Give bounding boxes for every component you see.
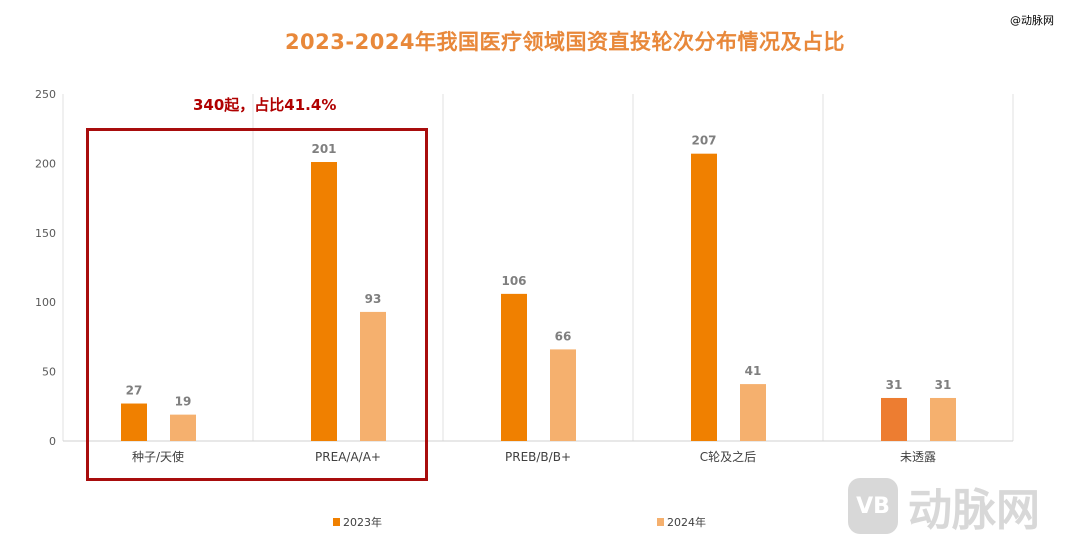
data-label: 106 (501, 274, 526, 288)
chart-title: 2023-2024年我国医疗领域国资直投轮次分布情况及占比 (284, 30, 846, 54)
legend-swatch (333, 518, 340, 526)
data-label: 31 (886, 378, 903, 392)
data-label: 41 (745, 364, 762, 378)
legend-swatch (657, 518, 664, 526)
highlight-box (86, 128, 428, 481)
y-tick-label: 200 (35, 157, 56, 170)
data-label: 66 (555, 329, 572, 343)
bar-2023 (121, 403, 147, 441)
y-tick-label: 0 (49, 435, 56, 448)
watermark-text: 动脉网 (908, 485, 1040, 536)
bar-2023 (881, 397, 907, 441)
x-tick-label: PREA/A/A+ (315, 450, 381, 464)
x-tick-label: C轮及之后 (700, 450, 756, 464)
x-tick-label: 种子/天使 (132, 449, 184, 464)
credit-label: @动脉网 (1010, 14, 1054, 27)
watermark: VB 动脉网 (848, 474, 1040, 538)
bar-2024 (550, 349, 576, 441)
bar-2024 (170, 414, 196, 441)
bar-2023 (311, 162, 337, 441)
bar-2024 (930, 397, 956, 441)
bar-2023 (691, 153, 717, 441)
x-tick-label: PREB/B/B+ (505, 450, 571, 464)
data-label: 27 (126, 384, 143, 398)
watermark-logo-icon: VB (848, 478, 898, 534)
data-label: 207 (691, 134, 716, 148)
y-tick-label: 50 (42, 366, 56, 379)
bar-2024 (740, 384, 766, 441)
legend-label: 2024年 (667, 515, 706, 529)
data-label: 93 (365, 292, 382, 306)
y-tick-label: 250 (35, 88, 56, 101)
data-label: 31 (935, 378, 952, 392)
y-tick-label: 150 (35, 227, 56, 240)
y-tick-label: 100 (35, 296, 56, 309)
x-tick-label: 未透露 (900, 450, 936, 464)
data-label: 19 (175, 395, 192, 409)
bar-2024 (360, 311, 386, 441)
bar-2023 (501, 293, 527, 441)
highlight-annotation: 340起，占比41.4% (193, 96, 337, 114)
legend-label: 2023年 (343, 515, 382, 529)
data-label: 201 (311, 142, 336, 156)
